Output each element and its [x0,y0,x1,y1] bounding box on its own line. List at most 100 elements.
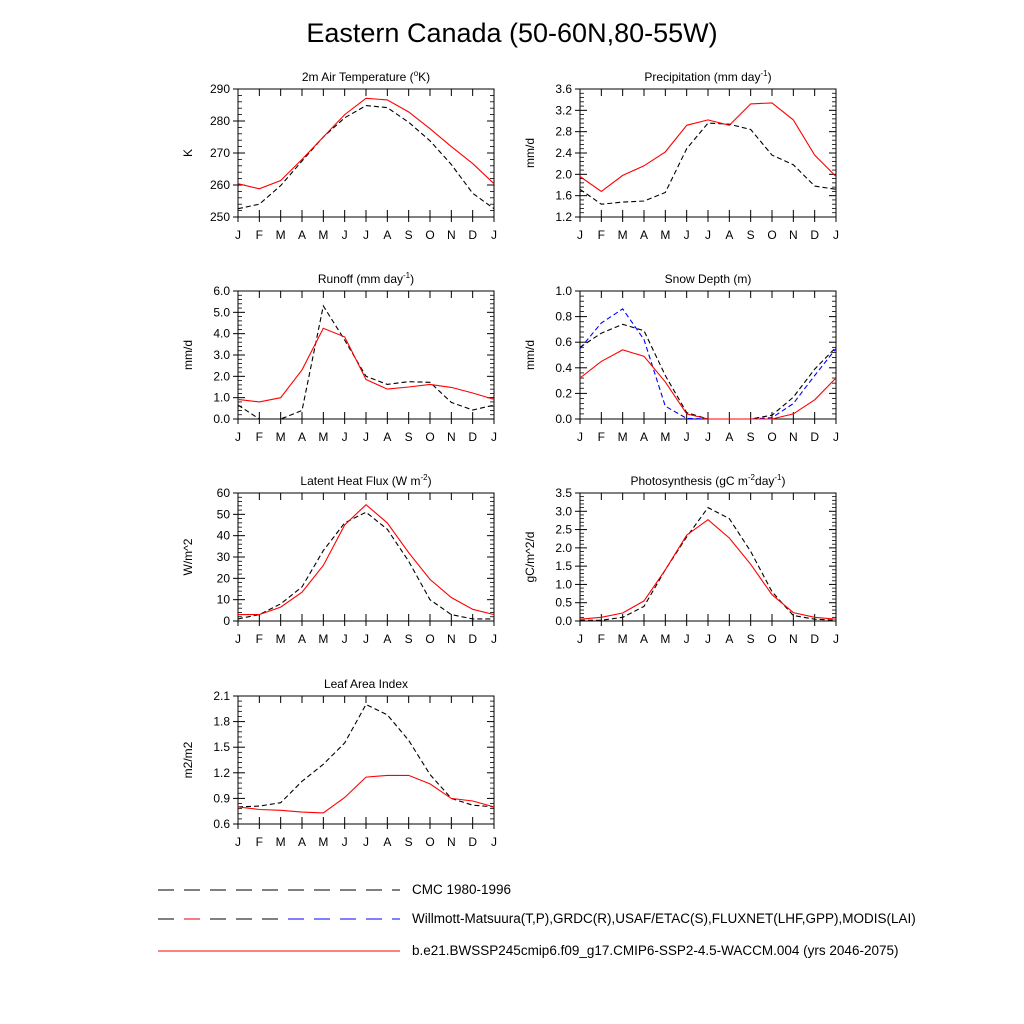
x-tick-label: N [789,430,798,444]
legend-label-model: b.e21.BWSSP245cmip6.f09_g17.CMIP6-SSP2-4… [412,943,899,958]
y-tick-label: 2.0 [213,369,230,383]
y-tick-label: 50 [217,507,231,521]
y-tick-label: 3.0 [555,504,572,518]
x-tick-label: S [747,228,755,242]
title-superscript: -1 [403,271,411,280]
x-tick-label: J [577,430,583,444]
x-tick-label: J [342,430,348,444]
x-tick-label: M [660,632,670,646]
title-text: ) [768,70,772,84]
y-axis-label: mm/d [523,138,537,168]
y-axis-label: gC/m^2/d [523,532,537,583]
x-tick-label: S [747,430,755,444]
plot-frame [579,88,837,218]
y-tick-label: 0.2 [555,386,572,400]
x-tick-label: A [383,430,391,444]
series-line-obs_snow [579,308,837,420]
y-tick-label: 2.0 [555,167,572,181]
chart-title: Leaf Area Index [324,677,408,691]
x-tick-label: D [468,228,477,242]
x-tick-label: J [833,430,839,444]
y-tick-label: 260 [210,178,230,192]
series-line-obs [237,105,495,210]
y-tick-label: 4.0 [213,327,230,341]
series-line-model [579,519,837,620]
x-tick-label: J [342,632,348,646]
x-tick-label: A [725,632,733,646]
title-text: ) [428,474,432,488]
x-tick-label: A [725,228,733,242]
x-tick-label: M [660,228,670,242]
legend-label-obs: Willmott-Matsuura(T,P),GRDC(R),USAF/ETAC… [412,911,916,926]
x-tick-label: A [298,632,306,646]
x-tick-label: S [405,835,413,849]
y-tick-label: 0.8 [555,310,572,324]
chart-title: Photosynthesis (gC m-2day-1) [631,473,786,488]
x-tick-label: A [383,835,391,849]
chart-title: Latent Heat Flux (W m-2) [300,473,431,488]
y-axis-label: m2/m2 [181,741,195,778]
y-tick-label: 30 [217,550,231,564]
y-tick-label: 0.6 [213,817,230,831]
x-tick-label: J [363,228,369,242]
y-tick-label: 3.2 [555,103,572,117]
x-tick-label: A [383,228,391,242]
y-axis-label: K [181,149,195,157]
x-tick-label: M [276,835,286,849]
x-tick-label: J [363,632,369,646]
y-axis-label: mm/d [523,340,537,370]
y-tick-label: 0.0 [555,614,572,628]
series-line-obs [237,703,495,808]
x-tick-label: M [276,228,286,242]
x-tick-label: N [447,632,456,646]
y-tick-label: 0.0 [213,412,230,426]
y-tick-label: 1.2 [555,210,572,224]
x-tick-label: A [640,228,648,242]
chart-title: Precipitation (mm day-1) [644,69,771,84]
legend-line-obs [158,918,400,920]
x-tick-label: S [405,228,413,242]
series-line-model [579,102,837,193]
y-tick-label: 2.1 [213,689,230,703]
y-tick-label: 1.0 [555,284,572,298]
series-line-model [238,503,495,616]
plot-frame [237,88,495,218]
y-tick-label: 1.2 [213,766,230,780]
page-title: Eastern Canada (50-60N,80-55W) [306,18,718,48]
x-tick-label: D [810,430,819,444]
x-tick-label: F [598,430,605,444]
y-tick-label: 270 [210,146,230,160]
x-tick-label: A [640,430,648,444]
x-tick-label: J [833,632,839,646]
x-tick-label: J [705,632,711,646]
x-tick-label: O [425,835,434,849]
title-text: Leaf Area Index [324,677,408,691]
y-tick-label: 1.0 [555,577,572,591]
title-text: ) [410,272,414,286]
x-tick-label: J [235,430,241,444]
series-line-obs [579,122,837,205]
x-tick-label: O [425,228,434,242]
x-tick-label: O [767,228,776,242]
y-tick-label: 280 [210,114,230,128]
series-line-model [237,774,495,814]
x-tick-label: D [468,632,477,646]
x-tick-label: J [705,228,711,242]
series-line-obs [580,506,837,621]
y-tick-label: 2.8 [555,125,572,139]
x-tick-label: A [725,430,733,444]
y-tick-label: 60 [217,486,231,500]
legend-line-cmc [158,889,400,891]
x-tick-label: J [363,430,369,444]
x-tick-label: J [684,430,690,444]
x-tick-label: J [705,430,711,444]
x-tick-label: F [598,632,605,646]
x-tick-label: S [405,430,413,444]
y-tick-label: 1.5 [213,740,230,754]
chart-title: 2m Air Temperature (oK) [302,69,430,84]
x-tick-label: N [789,632,798,646]
x-tick-label: M [618,632,628,646]
x-tick-label: A [298,430,306,444]
y-tick-label: 3.0 [213,348,230,362]
